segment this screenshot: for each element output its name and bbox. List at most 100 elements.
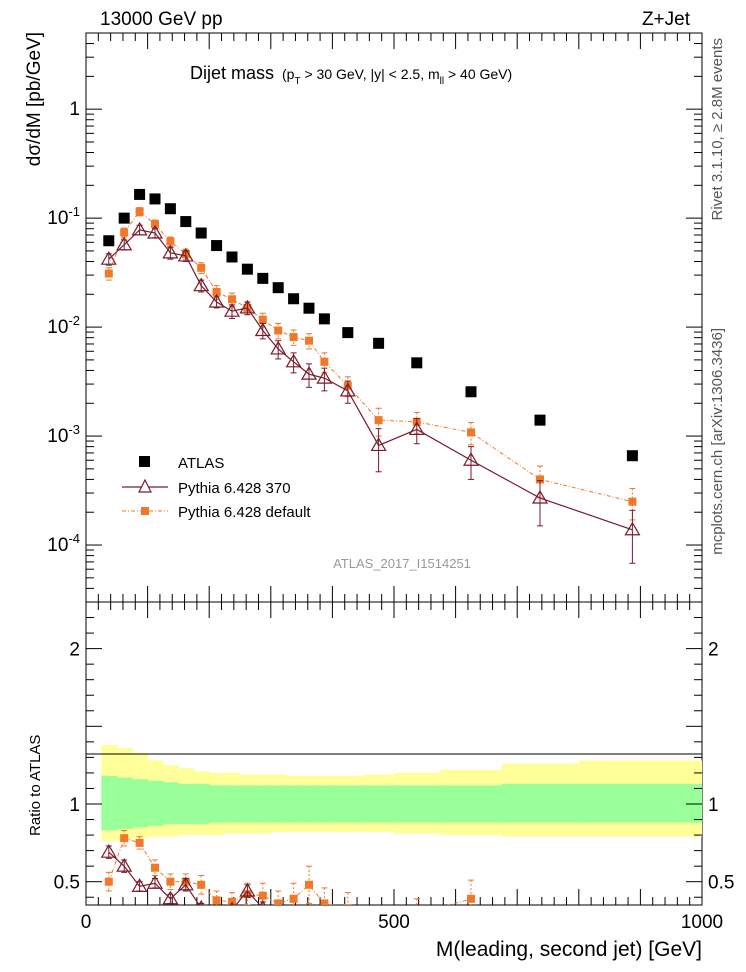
ratio-y-tick-label-right: 2 <box>708 640 719 661</box>
ratio-band-inner <box>255 785 272 823</box>
main-data-marks <box>100 188 641 564</box>
ratio-pythia-default-point <box>104 877 113 886</box>
main-pythia-default-point <box>135 207 144 216</box>
main-pythia-default-point <box>628 497 637 506</box>
ratio-pythia370-point <box>271 910 285 922</box>
main-atlas-point <box>226 251 238 263</box>
x-tick-label: 0 <box>81 912 92 933</box>
ratio-band-inner <box>132 779 149 828</box>
main-atlas-point <box>318 313 330 325</box>
ratio-pythia-default-point <box>343 904 352 905</box>
main-ylabel: dσ/dM [pb/GeV] <box>24 32 45 166</box>
main-atlas-point <box>211 240 223 252</box>
main-atlas-point <box>195 227 207 239</box>
main-pythia370-point <box>285 353 302 368</box>
ratio-band-inner <box>178 783 195 825</box>
ratio-pythia-default-point <box>197 880 206 889</box>
mcplots-label: mcplots.cern.ch [arXiv:1306.3436] <box>709 328 726 555</box>
ratio-band-inner <box>101 776 118 831</box>
main-axis-ticks: 1 10-1 10-2 10-3 10-4 <box>47 32 703 603</box>
main-pythia370-point <box>100 250 117 265</box>
ratio-axis-ticks: 0.5 0.5 1 1 2 2 0 500 1000 <box>54 602 734 933</box>
main-pythia-default-point <box>227 295 236 304</box>
main-pythia370-point <box>193 277 210 292</box>
legend-label-pythia370: Pythia 6.428 370 <box>178 480 291 497</box>
main-pythia370-point <box>370 437 387 452</box>
main-pythia-default-point <box>197 263 206 272</box>
main-pythia-default-point <box>304 336 313 345</box>
legend: ATLAS Pythia 6.428 370 Pythia 6.428 defa… <box>122 455 311 521</box>
main-pythia370-point <box>254 322 271 337</box>
main-atlas-point <box>134 188 146 200</box>
ratio-data-marks <box>100 829 475 924</box>
x-tick-label: 1000 <box>681 912 723 933</box>
ratio-band-inner <box>394 785 441 823</box>
ratio-band-inner <box>363 785 395 823</box>
main-pythia-default-point <box>212 287 221 296</box>
main-atlas-point <box>257 272 269 284</box>
ratio-band-inner <box>147 780 164 826</box>
ratio-band-inner <box>301 785 318 823</box>
ratio-band-inner <box>224 785 241 823</box>
ratio-pythia-default-point <box>413 910 421 918</box>
process-label: Z+Jet <box>642 9 691 30</box>
chart-title-main: Dijet mass <box>190 63 274 83</box>
ratio-pythia370-point <box>287 912 301 924</box>
ratio-band-inner <box>332 785 364 823</box>
chart-title: Dijet mass (pT > 30 GeV, |y| < 2.5, mll >… <box>190 63 512 87</box>
legend-marker-pythia370 <box>138 478 152 493</box>
main-atlas-point <box>118 212 130 224</box>
ratio-xlabel: M(leading, second jet) [GeV] <box>436 938 702 961</box>
main-atlas-point <box>534 414 546 426</box>
main-atlas-point <box>373 337 385 349</box>
main-pythia370-point <box>116 236 133 251</box>
ratio-pythia-default-point <box>135 838 144 847</box>
ratio-pythia370-point <box>198 899 205 905</box>
main-pythia370-point <box>300 365 318 380</box>
main-atlas-point <box>626 450 638 462</box>
energy-label: 13000 GeV pp <box>100 9 223 30</box>
main-pythia-default-point <box>289 333 298 342</box>
ratio-ylabel: Ratio to ATLAS <box>27 735 44 836</box>
main-pythia-default-point <box>320 357 329 366</box>
main-atlas-point <box>164 203 176 215</box>
main-pythia370-point <box>531 489 549 504</box>
main-pythia370-point <box>316 369 333 384</box>
ratio-pythia370-point <box>177 876 194 891</box>
ratio-band-inner <box>440 785 503 823</box>
legend-marker-atlas <box>139 456 150 467</box>
main-atlas-point <box>288 293 300 305</box>
ratio-band-inner <box>270 785 287 823</box>
ratio-pythia-default-point <box>467 894 475 903</box>
main-y-tick-label: 10-3 <box>47 422 80 447</box>
main-pythia370-point <box>162 244 179 259</box>
ratio-uncertainty-bands <box>101 744 702 842</box>
ratio-y-tick-label-right: 0.5 <box>708 873 734 894</box>
main-pythia-default-point <box>150 220 159 229</box>
main-atlas-point <box>149 193 161 205</box>
ratio-pythia370-point <box>162 890 179 905</box>
main-pythia-default-point <box>374 416 383 425</box>
rivet-version-label: Rivet 3.1.10, ≥ 2.8M events <box>709 38 726 221</box>
ratio-band-inner <box>116 777 133 829</box>
main-pythia-default-point <box>274 326 283 335</box>
main-atlas-point <box>342 327 354 339</box>
analysis-watermark: ATLAS_2017_I1514251 <box>333 556 471 571</box>
ratio-pythia370-point <box>239 882 256 897</box>
ratio-pythia-default-point <box>258 891 267 900</box>
ratio-pythia-default-point <box>212 896 221 905</box>
main-pythia-default-point <box>166 237 175 246</box>
ratio-pythia-default-point <box>320 899 329 905</box>
ratio-pythia-default-point <box>166 877 175 886</box>
ratio-pythia-default-point <box>227 897 236 905</box>
legend-marker-pythia-default <box>141 507 149 515</box>
main-pythia-default-point <box>535 475 544 484</box>
ratio-pythia370-point <box>317 907 331 919</box>
main-pythia370-point <box>624 521 641 536</box>
ratio-band-inner <box>501 783 580 823</box>
main-pythia370-point <box>146 224 164 239</box>
main-atlas-point <box>272 282 284 294</box>
ratio-band-inner <box>578 783 702 823</box>
main-atlas-point <box>465 386 477 398</box>
